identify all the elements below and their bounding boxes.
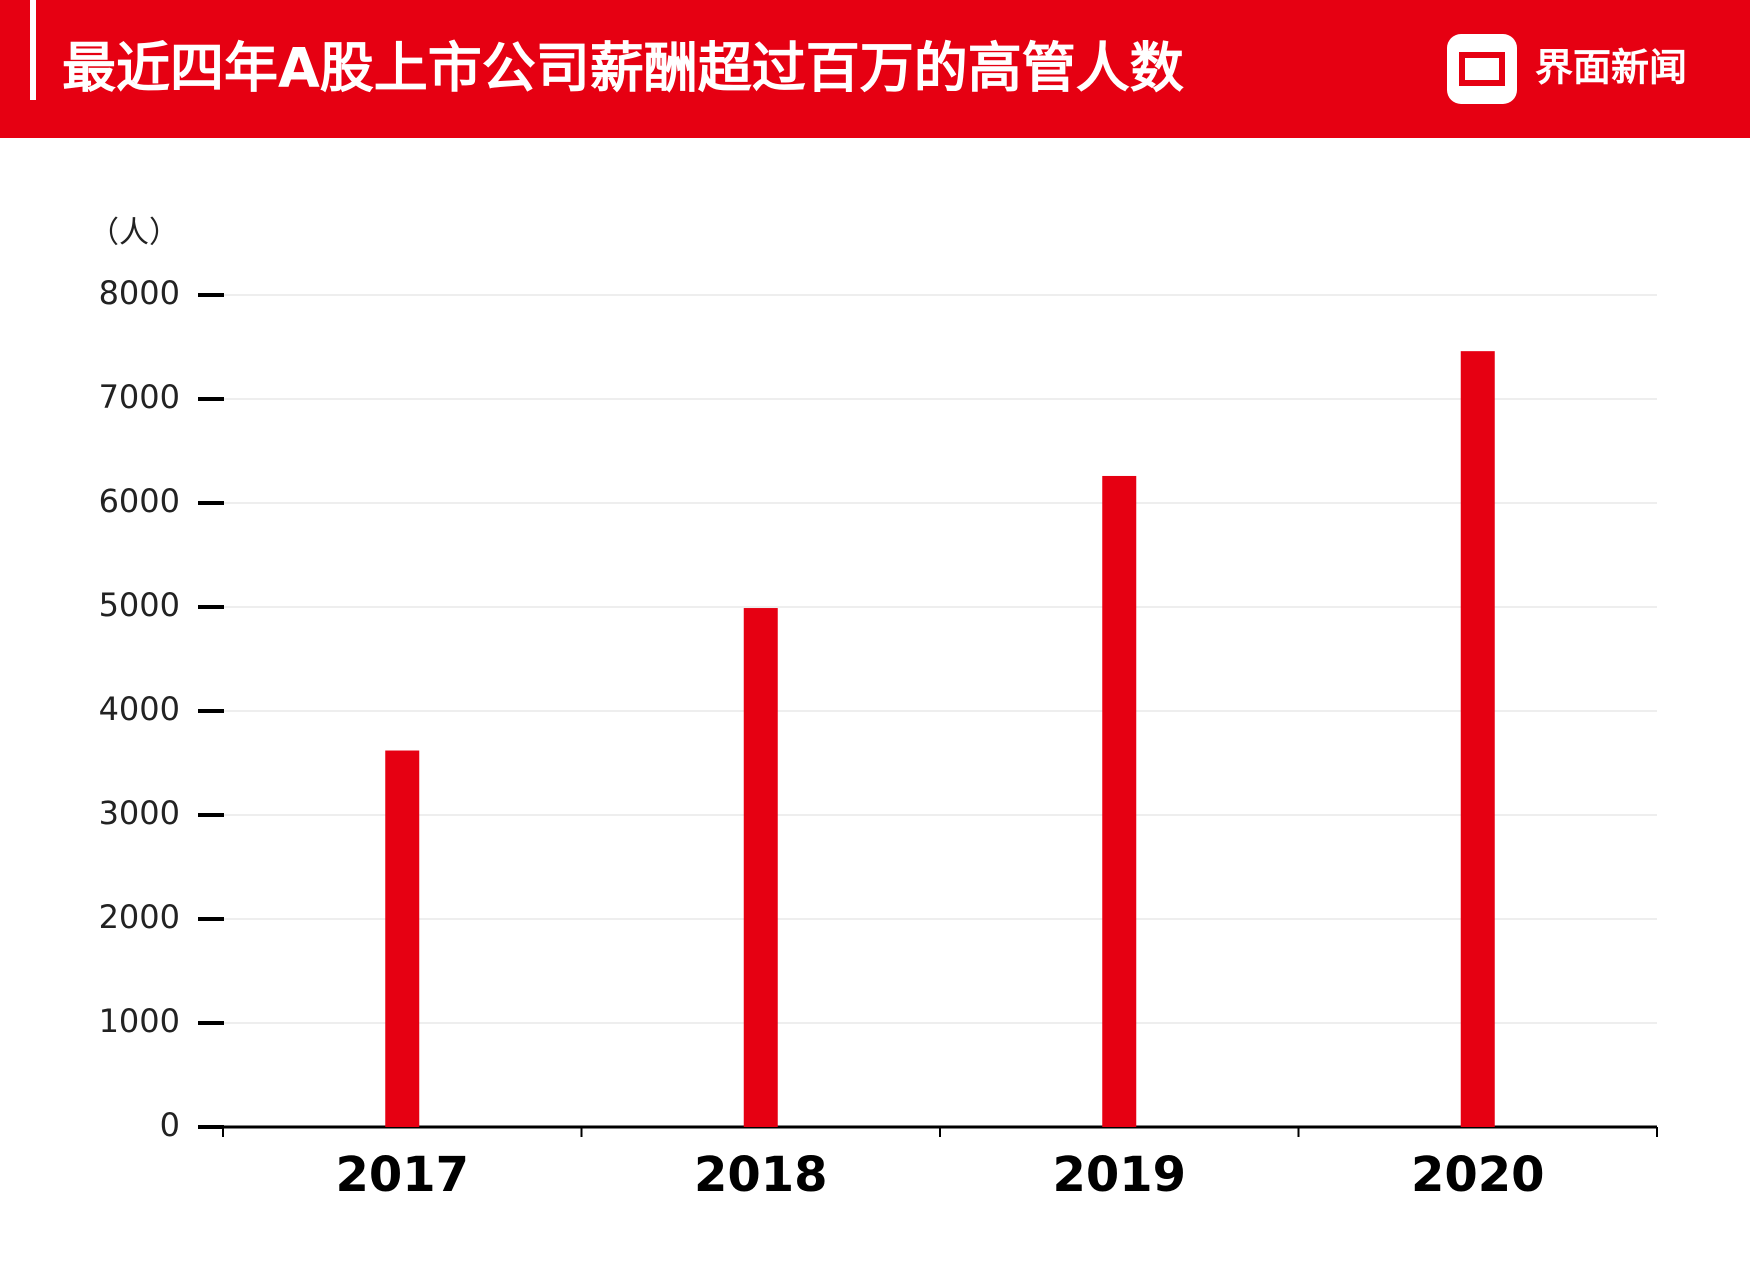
- x-tick-label: 2020: [1411, 1147, 1545, 1203]
- y-tick-label: 8000: [99, 274, 180, 312]
- y-tick-label: 0: [160, 1106, 180, 1144]
- y-axis-unit: （人）: [89, 216, 179, 251]
- brand-logo: 界面新闻: [1447, 34, 1687, 104]
- x-tick-label: 2017: [335, 1147, 469, 1203]
- header-accent: [30, 0, 36, 100]
- y-tick-label: 4000: [99, 690, 180, 728]
- bar: [743, 608, 778, 1127]
- y-tick-label: 2000: [99, 898, 180, 936]
- bar: [1460, 351, 1495, 1127]
- brand-text: 界面新闻: [1535, 46, 1687, 90]
- y-tick-label: 6000: [99, 482, 180, 520]
- y-tick-label: 7000: [99, 378, 180, 416]
- logo-icon-inner: [1459, 52, 1505, 86]
- y-tick-label: 3000: [99, 794, 180, 832]
- chart-title: 最近四年A股上市公司薪酬超过百万的高管人数: [62, 37, 1184, 100]
- y-tick-label: 5000: [99, 586, 180, 624]
- x-tick-label: 2019: [1052, 1147, 1186, 1203]
- bar: [1102, 475, 1137, 1128]
- x-tick-label: 2018: [694, 1147, 828, 1203]
- y-tick-label: 1000: [99, 1002, 180, 1040]
- bar: [385, 750, 420, 1127]
- logo-icon: [1447, 34, 1517, 104]
